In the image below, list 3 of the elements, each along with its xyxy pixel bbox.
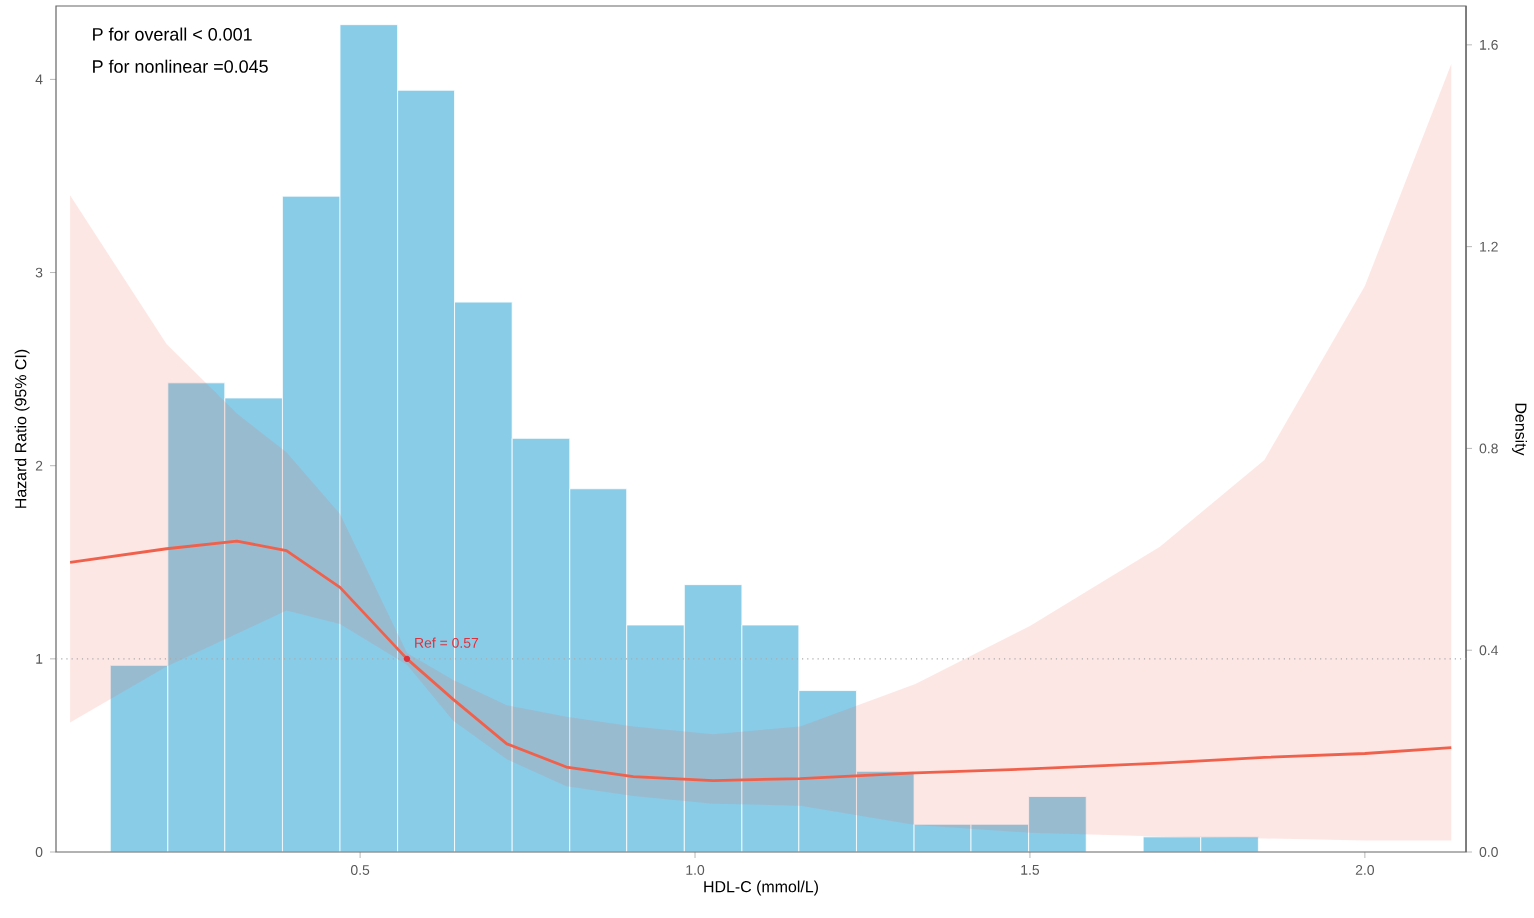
annotation: P for nonlinear =0.045 bbox=[93, 59, 268, 73]
line-series bbox=[68, 539, 1453, 782]
annotation: P for overall < 0.001 bbox=[93, 27, 252, 41]
